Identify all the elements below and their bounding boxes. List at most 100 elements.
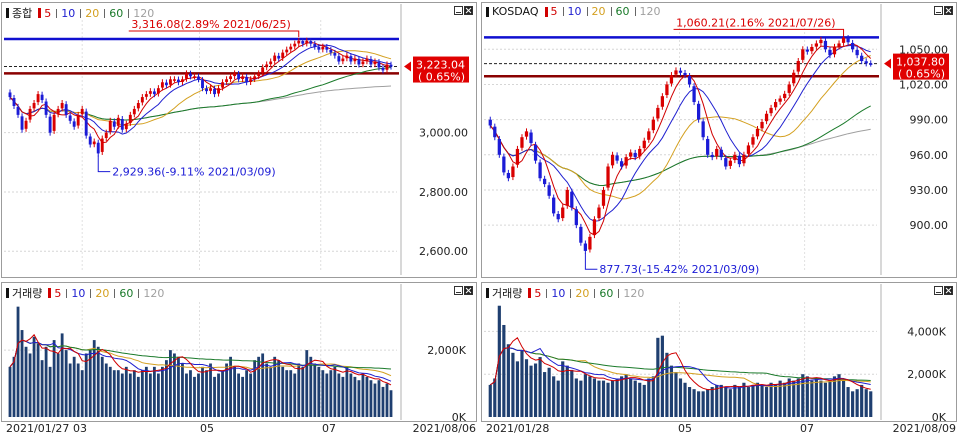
candle-body <box>349 56 353 62</box>
volume-bar <box>783 382 787 417</box>
candle-body <box>144 94 148 97</box>
volume-bar <box>156 373 160 417</box>
ma5-line <box>489 43 872 236</box>
candle-body <box>751 137 755 145</box>
candle-body <box>542 178 547 185</box>
minimize-icon[interactable] <box>934 286 943 295</box>
volume-bar <box>533 363 538 417</box>
candle-body <box>357 59 361 65</box>
volume-bar <box>381 386 385 417</box>
candle-body <box>353 58 357 62</box>
candle-body <box>801 49 805 60</box>
volume-bar <box>301 366 305 417</box>
candle-body <box>80 108 84 115</box>
x-axis-label: 07 <box>800 422 814 435</box>
volume-bar <box>678 378 683 417</box>
current-price-tag <box>413 56 469 83</box>
volume-bar <box>104 363 108 417</box>
price-tick-label: 930.00 <box>910 184 949 197</box>
volume-bar <box>297 363 301 417</box>
close-icon[interactable] <box>944 286 953 295</box>
candle-body <box>373 61 377 65</box>
volume-window-buttons <box>934 286 953 295</box>
volume-bar <box>237 373 241 417</box>
legend-marker-icon <box>38 8 42 18</box>
candle-body <box>172 79 176 81</box>
volume-bar <box>165 360 168 417</box>
volume-bar <box>92 340 96 417</box>
volume-bar <box>570 369 574 417</box>
kospi-price-svg: 3,000.00 2,800.00 2,600.00 3,316.08(2.89% 2… <box>4 4 469 275</box>
close-icon[interactable] <box>464 6 473 15</box>
current-price-arrow-icon <box>404 61 411 72</box>
volume-bar <box>841 380 846 417</box>
volume-tick-label: 0K <box>452 411 467 424</box>
volume-bar <box>751 384 755 417</box>
legend-ma60: 60 <box>109 6 124 20</box>
volume-bar <box>502 324 506 417</box>
candle-body <box>12 97 16 106</box>
volume-bar <box>124 366 128 417</box>
candle-body <box>846 38 850 43</box>
volume-bar <box>860 384 864 417</box>
candle-body <box>128 114 132 123</box>
volume-bar <box>177 356 180 417</box>
minimize-icon[interactable] <box>454 286 463 295</box>
volume-bar <box>28 353 32 417</box>
volume-bar <box>520 350 524 417</box>
candle-body <box>515 148 520 165</box>
candle-body <box>660 96 665 107</box>
volume-bar <box>100 356 104 417</box>
close-icon[interactable] <box>944 6 953 15</box>
close-icon[interactable] <box>464 286 473 295</box>
minimize-icon[interactable] <box>454 6 463 15</box>
low-annotation-label: 877.73(-15.42% 2021/03/09) <box>599 263 759 276</box>
volume-bar <box>719 384 723 417</box>
candle-body <box>828 49 832 56</box>
legend-ma5: 5 <box>44 6 52 20</box>
price-chart-title: KOSDAQ <box>492 5 539 18</box>
candle-body <box>787 84 791 93</box>
candle-body <box>701 121 705 138</box>
minimize-icon[interactable] <box>934 6 943 15</box>
kosdaq-price-panel[interactable]: KOSDAQ 5 10 20 60 120 <box>481 2 957 278</box>
candle-body <box>633 152 637 158</box>
candle-body <box>369 59 373 65</box>
volume-tick-label: 0K <box>932 411 947 424</box>
candle-body <box>638 148 642 157</box>
candle-body <box>792 72 796 84</box>
candle-body <box>209 88 212 91</box>
candle-body <box>8 92 12 98</box>
candle-body <box>719 149 723 158</box>
candle-body <box>778 98 782 102</box>
volume-bar <box>683 382 687 417</box>
volume-bar <box>493 378 497 417</box>
volume-bar <box>128 373 132 417</box>
candle-body <box>241 76 245 79</box>
volume-bar <box>233 366 236 417</box>
candle-body <box>253 76 257 79</box>
candle-body <box>570 191 574 208</box>
candle-body <box>329 49 333 53</box>
volume-bar <box>229 356 232 417</box>
candle-body <box>381 67 385 71</box>
volume-window-buttons <box>454 286 473 295</box>
candle-body <box>588 236 592 250</box>
volume-bar <box>787 378 791 417</box>
volume-ma5-line <box>490 337 871 391</box>
volume-bar <box>337 373 341 417</box>
candle-body <box>565 189 569 206</box>
volume-bar <box>353 376 357 417</box>
candle-body <box>92 141 96 145</box>
volume-tick-label: 4,000K <box>907 325 946 338</box>
volume-bar <box>345 366 349 417</box>
candle-body <box>20 116 24 130</box>
volume-bar <box>506 344 510 417</box>
volume-bar <box>197 373 200 417</box>
candle-body <box>385 64 389 70</box>
kospi-price-panel[interactable]: 종합 5 10 20 60 120 <box>1 2 477 278</box>
ma5-line <box>9 41 392 144</box>
kosdaq-volume-panel[interactable]: 거래량 5 10 20 60 120 <box>481 282 957 422</box>
candle-body <box>533 144 538 161</box>
candle-body <box>293 43 297 47</box>
